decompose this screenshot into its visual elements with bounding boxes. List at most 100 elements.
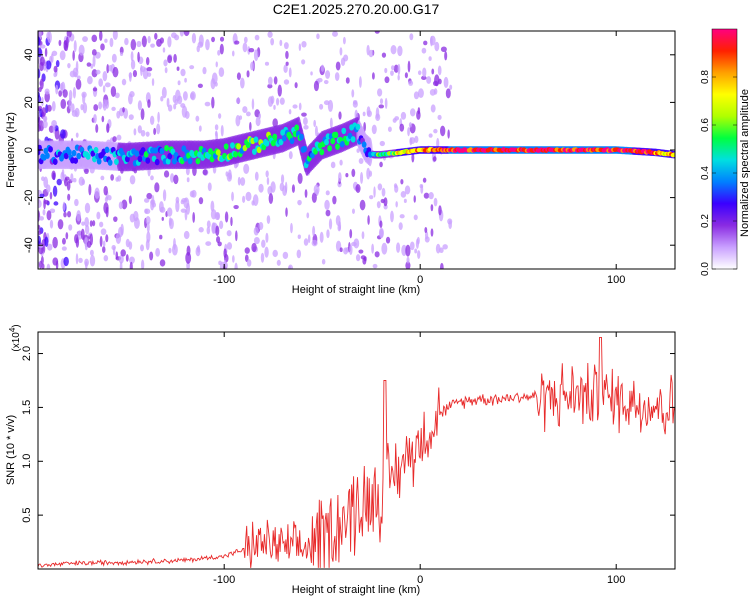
heatmap-speckle bbox=[62, 201, 66, 211]
heatmap-ridge-cell bbox=[124, 155, 130, 163]
heatmap-speckle bbox=[56, 178, 62, 186]
heatmap-speckle bbox=[248, 47, 255, 53]
heatmap-speckle bbox=[53, 201, 59, 206]
heatmap-speckle bbox=[384, 76, 390, 84]
heatmap-speckle bbox=[349, 229, 353, 239]
heatmap-speckle bbox=[170, 32, 177, 39]
heatmap-speckle bbox=[243, 36, 248, 44]
heatmap-speckle bbox=[420, 184, 424, 194]
heatmap-speckle bbox=[258, 113, 262, 119]
spectrogram-xtick-label: 0 bbox=[417, 274, 423, 286]
heatmap-speckle bbox=[101, 115, 105, 123]
heatmap-speckle bbox=[255, 116, 261, 127]
heatmap-speckle bbox=[303, 117, 308, 126]
heatmap-speckle bbox=[329, 117, 333, 129]
heatmap-speckle bbox=[310, 71, 313, 76]
heatmap-speckle bbox=[304, 189, 308, 198]
heatmap-speckle bbox=[130, 59, 136, 70]
heatmap-speckle bbox=[339, 47, 343, 56]
heatmap-speckle bbox=[217, 241, 222, 247]
heatmap-speckle bbox=[384, 67, 388, 74]
heatmap-speckle bbox=[240, 177, 246, 186]
heatmap-speckle bbox=[182, 91, 188, 101]
heatmap-speckle bbox=[210, 200, 215, 212]
heatmap-speckle bbox=[94, 187, 100, 199]
heatmap-speckle bbox=[92, 54, 96, 67]
heatmap-speckle bbox=[288, 67, 292, 78]
heatmap-ridge-cell bbox=[281, 135, 287, 142]
heatmap-speckle bbox=[83, 168, 89, 175]
heatmap-ridge-cell bbox=[52, 158, 58, 165]
heatmap-speckle bbox=[430, 204, 434, 212]
heatmap-ridge-cell bbox=[324, 138, 329, 146]
heatmap-speckle bbox=[179, 31, 184, 37]
heatmap-speckle bbox=[396, 242, 401, 253]
heatmap-speckle bbox=[218, 113, 222, 119]
heatmap-speckle bbox=[146, 231, 151, 243]
heatmap-speckle bbox=[426, 76, 432, 84]
heatmap-speckle bbox=[104, 82, 111, 88]
heatmap-speckle bbox=[424, 226, 428, 233]
heatmap-speckle bbox=[366, 106, 371, 117]
snr-xtick-label: 100 bbox=[607, 574, 625, 586]
heatmap-speckle bbox=[275, 97, 280, 106]
heatmap-speckle bbox=[175, 196, 180, 204]
heatmap-ridge-cell bbox=[73, 157, 79, 164]
snr-series-line bbox=[38, 336, 675, 568]
heatmap-speckle bbox=[400, 178, 404, 185]
heatmap-speckle bbox=[367, 215, 370, 225]
heatmap-speckle bbox=[117, 175, 122, 182]
spectrogram-ytick-label: -40 bbox=[23, 237, 35, 253]
heatmap-speckle bbox=[185, 252, 192, 264]
heatmap-speckle bbox=[296, 249, 302, 259]
heatmap-speckle bbox=[440, 46, 447, 53]
heatmap-speckle bbox=[319, 231, 324, 243]
heatmap-speckle bbox=[407, 127, 410, 137]
heatmap-speckle bbox=[238, 115, 243, 120]
heatmap-speckle bbox=[371, 124, 377, 135]
heatmap-speckle bbox=[181, 105, 188, 118]
heatmap-speckle bbox=[180, 103, 186, 108]
heatmap-speckle bbox=[89, 254, 96, 267]
heatmap-speckle bbox=[149, 251, 154, 261]
heatmap-speckle bbox=[205, 38, 210, 51]
heatmap-speckle bbox=[360, 171, 364, 184]
heatmap-speckle bbox=[75, 253, 79, 265]
heatmap-ridge-cell bbox=[672, 152, 675, 157]
heatmap-speckle bbox=[154, 32, 158, 40]
heatmap-speckle bbox=[311, 239, 318, 247]
heatmap-speckle bbox=[140, 129, 146, 137]
snr-xlabel: Height of straight line (km) bbox=[292, 584, 420, 596]
heatmap-speckle bbox=[270, 181, 276, 193]
heatmap-speckle bbox=[166, 207, 173, 217]
heatmap-speckle bbox=[67, 193, 71, 201]
heatmap-speckle bbox=[328, 218, 333, 230]
heatmap-ridge-cell bbox=[233, 151, 238, 158]
heatmap-speckle bbox=[59, 82, 64, 91]
heatmap-speckle bbox=[146, 221, 150, 233]
heatmap-speckle bbox=[58, 90, 63, 97]
heatmap-speckle bbox=[377, 183, 383, 191]
heatmap-speckle bbox=[379, 228, 384, 238]
heatmap-speckle bbox=[68, 97, 72, 110]
spectrogram-xtick-label: -100 bbox=[213, 274, 235, 286]
heatmap-ridge-cell bbox=[350, 136, 356, 143]
heatmap-speckle bbox=[112, 31, 118, 40]
heatmap-speckle bbox=[423, 40, 428, 46]
heatmap-speckle bbox=[399, 123, 405, 132]
heatmap-ridge-cell bbox=[355, 123, 361, 131]
heatmap-speckle bbox=[140, 64, 143, 77]
heatmap-speckle bbox=[385, 236, 391, 244]
heatmap-speckle bbox=[114, 92, 120, 99]
heatmap-speckle bbox=[216, 212, 221, 221]
heatmap-speckle bbox=[159, 37, 164, 44]
heatmap-speckle bbox=[173, 237, 176, 250]
heatmap-speckle bbox=[233, 204, 239, 210]
heatmap-speckle bbox=[38, 31, 42, 40]
heatmap-speckle bbox=[105, 99, 110, 109]
heatmap-speckle bbox=[62, 89, 68, 98]
heatmap-speckle bbox=[43, 176, 49, 188]
heatmap-speckle bbox=[355, 254, 361, 262]
spectrogram-ytick-label: 40 bbox=[23, 49, 35, 61]
heatmap-speckle bbox=[381, 187, 386, 197]
